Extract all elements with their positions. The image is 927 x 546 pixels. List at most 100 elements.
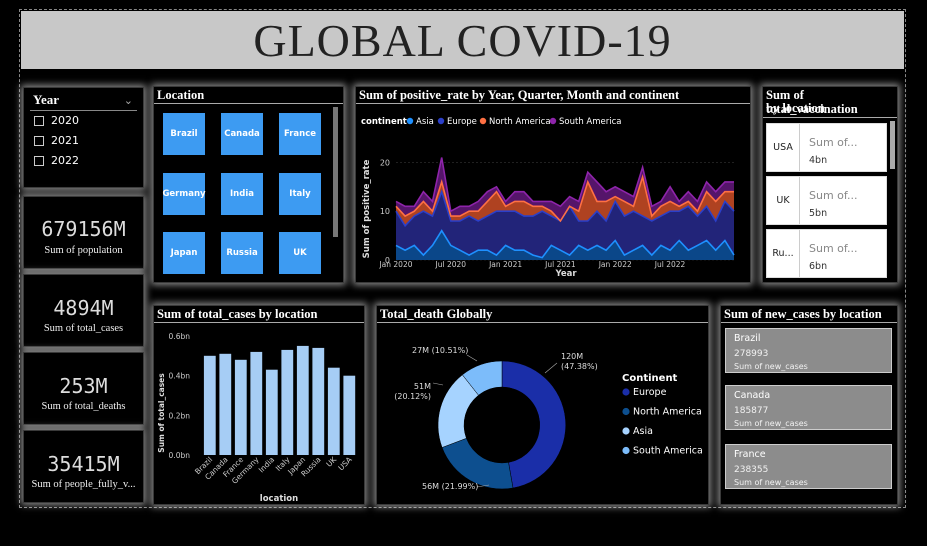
area-south-america-line: [395, 157, 734, 213]
tile-brazil[interactable]: Brazil: [163, 113, 205, 155]
area-asia-line: [395, 229, 735, 259]
vaccination-row[interactable]: Ru... Sum of... 6bn: [766, 229, 887, 278]
y-tick-label: 10: [380, 207, 390, 216]
title-divider: [154, 103, 343, 104]
checkbox-icon[interactable]: [34, 155, 44, 166]
legend-south-america: South America: [633, 446, 703, 457]
title-divider: [721, 322, 897, 323]
year-slicer[interactable]: Year ⌄ 2020 2021 2022: [23, 87, 144, 188]
legend-marker-europe: [622, 388, 630, 396]
legend-europe: Europe: [633, 387, 667, 398]
area-north-america-line: [395, 173, 734, 223]
bar-germany: [250, 351, 263, 455]
card-people-fully-vaccinated: 35415M Sum of people_fully_v...: [23, 430, 144, 503]
legend-north-america: North America: [633, 407, 702, 418]
y-tick-label: 0: [385, 256, 390, 265]
slice-label: 27M (10.51%): [412, 346, 468, 355]
new-cases-title: Sum of new_cases by location: [724, 307, 882, 321]
slice-label: 120M: [561, 352, 583, 361]
chart-title: Sum of positive_rate by Year, Quarter, M…: [359, 88, 680, 102]
slice-europe: [501, 360, 566, 489]
legend-asia: Asia: [416, 117, 434, 127]
legend-asia: Asia: [633, 426, 653, 437]
legend-marker-europe: [437, 117, 445, 125]
new-cases-location: France: [734, 449, 766, 460]
tile-india[interactable]: India: [221, 173, 263, 215]
x-axis-label: location: [260, 494, 298, 504]
tile-japan[interactable]: Japan: [163, 232, 205, 274]
title-banner: GLOBAL COVID-19: [21, 11, 904, 69]
card-value: 253M: [59, 374, 108, 398]
dashboard-frame: [19, 9, 906, 508]
card-value: 4894M: [53, 296, 114, 320]
location-slicer-title: Location: [157, 88, 205, 102]
slice-label: 56M (21.99%): [422, 482, 478, 491]
bar-france: [234, 359, 247, 455]
vaccination-label: Sum of...: [809, 242, 858, 255]
y-tick-label: 0.2bn: [169, 411, 191, 420]
tile-canada[interactable]: Canada: [221, 113, 263, 155]
x-axis-label: Year: [554, 269, 577, 279]
chart-title: Total_death Globally: [380, 307, 493, 321]
vaccination-title-line2: by location: [766, 101, 825, 115]
new-cases-row[interactable]: France 238355 Sum of new_cases: [725, 444, 892, 489]
bar-chart-svg: Sum of total_cases location 0.0bn 0.2bn 0.…: [157, 332, 356, 504]
legend-europe: Europe: [447, 117, 477, 127]
total-death-chart: Total_death Globally Continent 120M (47.3…: [376, 305, 709, 505]
year-option-2022[interactable]: 2022: [34, 154, 79, 167]
vaccination-row[interactable]: UK Sum of... 5bn: [766, 176, 887, 225]
tile-france[interactable]: France: [279, 113, 321, 155]
tile-germany[interactable]: Germany: [162, 173, 206, 215]
chevron-down-icon[interactable]: ⌄: [123, 94, 133, 107]
bar-russia: [312, 347, 325, 455]
bar-india: [265, 369, 278, 455]
vaccination-location: UK: [767, 177, 800, 224]
year-option-2020[interactable]: 2020: [34, 114, 79, 127]
new-cases-location: Brazil: [734, 333, 761, 344]
scrollbar[interactable]: [333, 107, 338, 237]
tile-uk[interactable]: UK: [279, 232, 321, 274]
vaccination-location: USA: [767, 124, 800, 171]
checkbox-icon[interactable]: [34, 115, 44, 126]
total-cases-chart: Sum of total_cases by location Sum of to…: [153, 305, 365, 505]
label-leader: [432, 382, 444, 386]
vaccination-row[interactable]: USA Sum of... 4bn: [766, 123, 887, 172]
card-population: 679156M Sum of population: [23, 196, 144, 269]
x-tick-label: India: [257, 455, 276, 474]
label-leader: [544, 362, 558, 374]
new-cases-value: 238355: [734, 465, 769, 475]
location-slicer[interactable]: Location Brazil Canada France Germany In…: [153, 86, 344, 283]
card-value: 35415M: [47, 452, 120, 476]
x-tick-label: USA: [336, 454, 354, 472]
legend-marker-asia: [406, 117, 414, 125]
vaccination-panel: Sum of total_vaccination by location USA…: [762, 86, 898, 283]
checkbox-icon[interactable]: [34, 135, 44, 146]
y-axis-label: Sum of positive_rate: [362, 159, 372, 258]
new-cases-value: 278993: [734, 349, 769, 359]
slice-south-america: [462, 360, 503, 396]
legend-marker-asia: [622, 427, 630, 435]
y-tick-label: 20: [380, 158, 390, 167]
legend-north-america: North America: [489, 117, 551, 127]
bar-uk: [327, 367, 340, 455]
tile-russia[interactable]: Russia: [221, 232, 263, 274]
bar-japan: [296, 345, 309, 455]
vaccination-label: Sum of...: [809, 136, 858, 149]
slicer-divider: [30, 110, 137, 111]
positive-rate-chart: Sum of positive_rate by Year, Quarter, M…: [355, 86, 751, 283]
legend-title: continent: [361, 117, 407, 127]
x-tick-label: Jan 2022: [598, 260, 632, 269]
legend-marker-south-america: [549, 117, 557, 125]
bar-brazil: [203, 355, 216, 455]
scrollbar[interactable]: [890, 121, 895, 169]
card-label: Sum of people_fully_v...: [31, 479, 136, 490]
new-cases-label: Sum of new_cases: [734, 478, 808, 487]
new-cases-panel: Sum of new_cases by location Brazil 2789…: [720, 305, 898, 505]
x-tick-label: Jan 2021: [488, 260, 522, 269]
chart-title: Sum of total_cases by location: [157, 307, 318, 321]
new-cases-row[interactable]: Brazil 278993 Sum of new_cases: [725, 328, 892, 373]
slice-label: (47.38%): [561, 362, 598, 371]
tile-italy[interactable]: Italy: [279, 173, 321, 215]
year-option-2021[interactable]: 2021: [34, 134, 79, 147]
new-cases-row[interactable]: Canada 185877 Sum of new_cases: [725, 385, 892, 430]
